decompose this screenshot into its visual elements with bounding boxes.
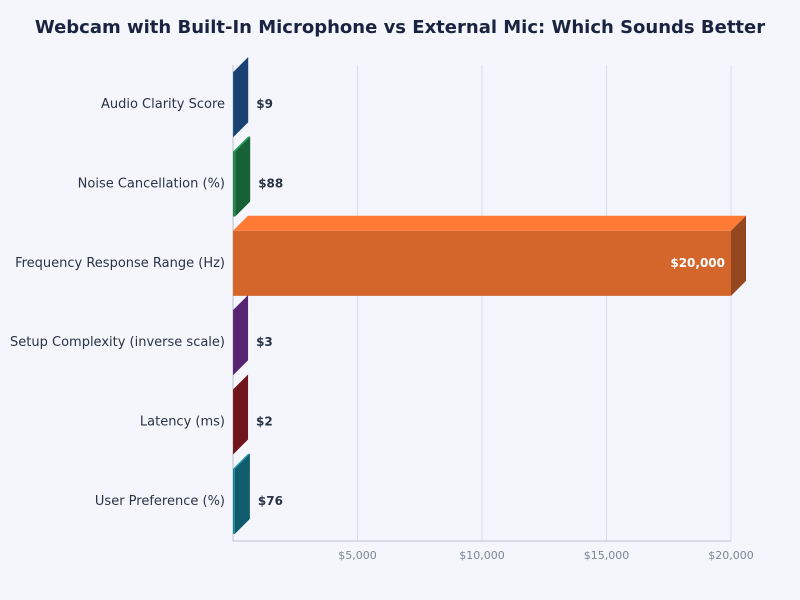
- bar-side: [731, 215, 746, 296]
- bar-top: [233, 295, 249, 311]
- bar-top: [233, 453, 250, 469]
- y-tick-label: Noise Cancellation (%): [78, 177, 225, 192]
- x-tick-label: $10,000: [459, 549, 505, 562]
- bar: [233, 468, 235, 534]
- bar-side: [233, 57, 249, 138]
- x-tick-label: $15,000: [584, 549, 630, 562]
- bar-top: [233, 215, 746, 231]
- chart-title: Webcam with Built-In Microphone vs Exter…: [35, 17, 765, 38]
- bar-side: [234, 453, 250, 534]
- value-label: $88: [258, 177, 283, 191]
- bar: [233, 151, 236, 217]
- value-label: $76: [258, 494, 283, 508]
- bar: [233, 230, 731, 296]
- value-label: $2: [256, 415, 273, 429]
- bar-top: [233, 136, 251, 152]
- value-label: $9: [256, 97, 273, 111]
- bar-side: [233, 295, 249, 376]
- bar-top: [233, 374, 249, 390]
- y-tick-label: Frequency Response Range (Hz): [15, 256, 225, 271]
- y-tick-label: User Preference (%): [95, 494, 225, 509]
- bar-side: [235, 136, 251, 217]
- y-tick-label: Audio Clarity Score: [101, 97, 225, 112]
- bar-side: [233, 374, 249, 455]
- value-label: $3: [256, 335, 273, 349]
- value-label: $20,000: [670, 256, 725, 270]
- x-tick-label: $5,000: [338, 549, 377, 562]
- bar-top: [233, 57, 249, 73]
- y-tick-label: Setup Complexity (inverse scale): [10, 335, 225, 350]
- y-tick-label: Latency (ms): [140, 415, 225, 430]
- x-tick-label: $20,000: [708, 549, 754, 562]
